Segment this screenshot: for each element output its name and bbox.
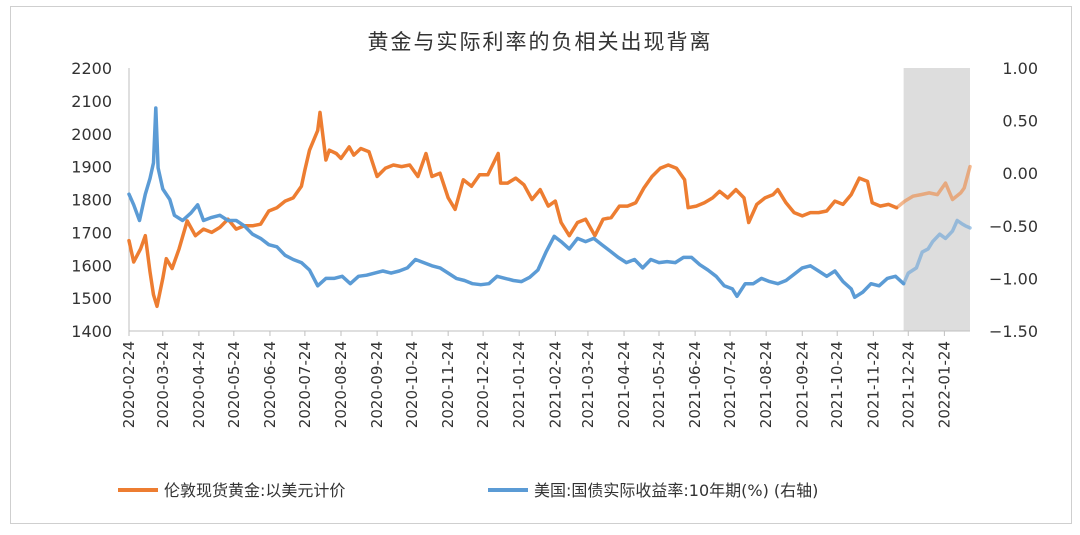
x-tick-label: 2021-07-24 (721, 341, 739, 428)
x-tick-label: 2020-10-24 (403, 341, 421, 428)
x-tick-label: 2021-04-24 (615, 341, 633, 428)
x-tick-label: 2021-09-24 (793, 341, 811, 428)
x-tick-label: 2020-12-24 (474, 341, 492, 428)
right-tick-label: 1.00 (1002, 59, 1038, 78)
chart-frame (10, 6, 1072, 524)
left-axis-ticks: 1400 1500 1600 1700 1800 1900 2000 2100 2200 (71, 59, 112, 341)
series-line-0 (127, 110, 899, 309)
x-tick-label: 2021-02-24 (546, 341, 564, 428)
axes (128, 68, 970, 332)
right-axis-ticks: −1.50 −1.00 −0.50 0.00 0.50 1.00 (989, 59, 1038, 341)
left-tick-label: 2200 (71, 59, 112, 78)
highlight-rect (903, 68, 970, 331)
series-line-shaded-0 (894, 164, 972, 210)
x-tick-label: 2022-01-24 (935, 341, 953, 428)
x-tick-label: 2020-11-24 (439, 341, 457, 428)
x-tick-label: 2020-05-24 (225, 341, 243, 428)
x-tick-label: 2020-03-24 (154, 341, 172, 428)
legend: 伦敦现货黄金:以美元计价 美国:国债实际收益率:10年期(%) (右轴) (118, 481, 818, 500)
x-tick-label: 2021-06-24 (686, 341, 704, 428)
chart-title: 黄金与实际利率的负相关出现背离 (368, 30, 713, 54)
x-tick-label: 2021-03-24 (579, 341, 597, 428)
left-tick-label: 2000 (71, 125, 112, 144)
x-tick-label: 2021-10-24 (828, 341, 846, 428)
right-tick-label: −1.50 (989, 322, 1038, 341)
left-tick-label: 1800 (71, 191, 112, 210)
x-tick-label: 2020-07-24 (296, 341, 314, 428)
x-tick-label: 2021-11-24 (864, 341, 882, 428)
x-tick-label: 2021-12-24 (899, 341, 917, 428)
left-tick-label: 1500 (71, 289, 112, 308)
left-tick-label: 1600 (71, 256, 112, 275)
right-tick-label: −1.00 (989, 269, 1038, 288)
left-tick-label: 1700 (71, 223, 112, 242)
right-tick-label: 0.50 (1002, 112, 1038, 131)
left-tick-label: 1900 (71, 158, 112, 177)
left-tick-label: 2100 (71, 92, 112, 111)
x-tick-label: 2020-08-24 (332, 341, 350, 428)
x-tick-label: 2020-02-24 (120, 341, 138, 428)
highlight-region (903, 68, 970, 331)
legend-label-0: 伦敦现货黄金:以美元计价 (164, 481, 345, 500)
x-tick-label: 2021-08-24 (757, 341, 775, 428)
left-tick-label: 1400 (71, 322, 112, 341)
x-tick-label: 2021-05-24 (650, 341, 668, 428)
x-tick-label: 2020-09-24 (368, 341, 386, 428)
right-tick-label: 0.00 (1002, 164, 1038, 183)
x-tick-label: 2021-01-24 (510, 341, 528, 428)
series-layer (127, 106, 972, 309)
legend-label-1: 美国:国债实际收益率:10年期(%) (右轴) (534, 481, 818, 500)
x-tick-label: 2020-06-24 (261, 341, 279, 428)
series-line-1 (127, 106, 906, 300)
x-tick-label: 2020-04-24 (190, 341, 208, 428)
series-line-shaded-1 (901, 218, 972, 286)
x-axis-ticks: 2020-02-24 2020-03-24 2020-04-24 2020-05-24… (120, 331, 953, 428)
right-tick-label: −0.50 (989, 217, 1038, 236)
